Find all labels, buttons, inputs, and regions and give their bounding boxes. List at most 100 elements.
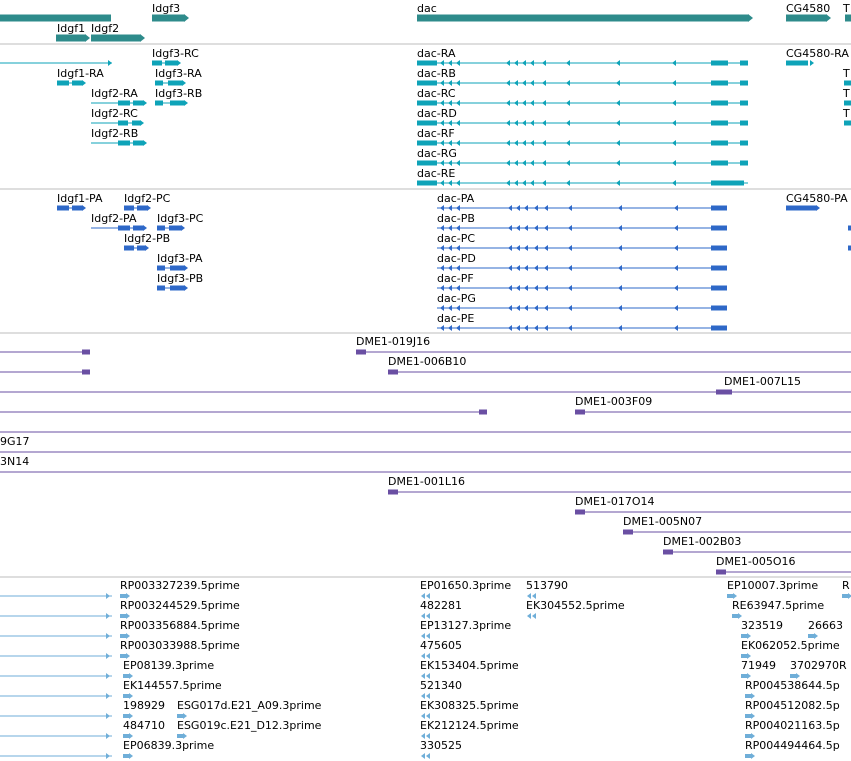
est-3702970R[interactable]: 3702970R bbox=[790, 659, 847, 679]
est-left-line[interactable] bbox=[0, 753, 112, 759]
est-RE63947.5prime[interactable]: RE63947.5prime bbox=[732, 599, 824, 619]
gene-Idgf3[interactable]: Idgf3 bbox=[152, 2, 189, 22]
protein-Idgf3-PA[interactable]: Idgf3-PA bbox=[157, 252, 203, 271]
est-482281[interactable]: 482281 bbox=[420, 599, 462, 619]
transcript-CG4580-RA[interactable]: CG4580-RA bbox=[786, 47, 849, 66]
clone-DME1-006B10[interactable]: DME1-006B10 bbox=[388, 355, 851, 375]
protein-Idgf2-PC[interactable]: Idgf2-PC bbox=[124, 192, 171, 211]
gene-partial-left[interactable] bbox=[0, 14, 111, 22]
est-EP06839.3prime[interactable]: EP06839.3prime bbox=[123, 739, 214, 759]
est-323519[interactable]: 323519 bbox=[741, 619, 783, 639]
clone-DME1-002B03[interactable]: DME1-002B03 bbox=[663, 535, 851, 555]
protein-Idgf1-PA[interactable]: Idgf1-PA bbox=[57, 192, 103, 211]
clone-DME1-007L15[interactable]: DME1-007L15 bbox=[716, 375, 851, 395]
est-EP10007.3prime[interactable]: EP10007.3prime bbox=[727, 579, 818, 599]
transcript-partial-left[interactable] bbox=[0, 60, 112, 66]
est-EP08139.3prime[interactable]: EP08139.3prime bbox=[123, 659, 214, 679]
est-71949[interactable]: 71949 bbox=[741, 659, 776, 679]
est-RP004494464.5p[interactable]: RP004494464.5p bbox=[745, 739, 840, 759]
gene-dac[interactable]: dac bbox=[417, 2, 753, 22]
clone-DME1-005N07[interactable]: DME1-005N07 bbox=[623, 515, 851, 535]
protein-Idgf3-PC[interactable]: Idgf3-PC bbox=[157, 212, 204, 231]
est-EK212124.5prime[interactable]: EK212124.5prime bbox=[420, 719, 519, 739]
est-RP003356884.5prime[interactable]: RP003356884.5prime bbox=[120, 619, 240, 639]
est-RP003327239.5prime[interactable]: RP003327239.5prime bbox=[120, 579, 240, 599]
clone-DME1-005O16[interactable]: DME1-005O16 bbox=[716, 555, 851, 575]
gene-Idgf1[interactable]: Idgf1 bbox=[56, 22, 90, 42]
protein-truncated-right[interactable] bbox=[848, 245, 851, 251]
est-484710[interactable]: 484710 bbox=[123, 719, 165, 739]
protein-dac-PG[interactable]: dac-PG bbox=[437, 292, 727, 311]
gene-CG4580[interactable]: CG4580 bbox=[786, 2, 831, 22]
clone-DME1-019J16[interactable]: DME1-019J16 bbox=[356, 335, 851, 355]
protein-dac-PB[interactable]: dac-PB bbox=[437, 212, 727, 231]
est-RP003033988.5prime[interactable]: RP003033988.5prime bbox=[120, 639, 240, 659]
transcript-dac-RB[interactable]: dac-RB bbox=[417, 67, 748, 86]
transcript-Idgf2-RC[interactable]: Idgf2-RC bbox=[91, 107, 144, 126]
est-EK308325.5prime[interactable]: EK308325.5prime bbox=[420, 699, 519, 719]
transcript-dac-RF[interactable]: dac-RF bbox=[417, 127, 748, 146]
clone-9G17[interactable]: 9G17 bbox=[0, 435, 30, 448]
est-RP004512082.5p[interactable]: RP004512082.5p bbox=[745, 699, 840, 719]
gene-T[interactable]: T bbox=[842, 2, 851, 22]
est-EP01650.3prime[interactable]: EP01650.3prime bbox=[420, 579, 511, 599]
est-left-line[interactable] bbox=[0, 673, 112, 679]
est-left-line[interactable] bbox=[0, 653, 112, 659]
est-198929[interactable]: 198929 bbox=[123, 699, 165, 719]
est-R[interactable]: R bbox=[842, 579, 851, 599]
transcript-Idgf3-RA[interactable]: Idgf3-RA bbox=[155, 67, 202, 86]
est-RP003244529.5prime[interactable]: RP003244529.5prime bbox=[120, 599, 240, 619]
est-EK062052.5prime[interactable]: EK062052.5prime bbox=[741, 639, 840, 659]
est-EK153404.5prime[interactable]: EK153404.5prime bbox=[420, 659, 519, 679]
transcript-dac-RG[interactable]: dac-RG bbox=[417, 147, 748, 166]
est-EK144557.5prime[interactable]: EK144557.5prime bbox=[123, 679, 222, 699]
protein-dac-PD[interactable]: dac-PD bbox=[437, 252, 727, 271]
est-RP004021163.5p[interactable]: RP004021163.5p bbox=[745, 719, 840, 739]
transcript-Idgf3-RB[interactable]: Idgf3-RB bbox=[155, 87, 202, 106]
est-left-line[interactable] bbox=[0, 613, 112, 619]
protein-dac-PC[interactable]: dac-PC bbox=[437, 232, 727, 251]
transcript-dac-RE[interactable]: dac-RE bbox=[417, 167, 748, 186]
transcript-Idgf2-RB[interactable]: Idgf2-RB bbox=[91, 127, 147, 146]
transcript-T[interactable]: T bbox=[842, 87, 851, 106]
transcript-dac-RA[interactable]: dac-RA bbox=[417, 47, 748, 66]
est-left-line[interactable] bbox=[0, 733, 112, 739]
est-RP004538644.5p[interactable]: RP004538644.5p bbox=[745, 679, 840, 699]
transcript-T[interactable]: T bbox=[842, 107, 851, 126]
protein-dac-PA[interactable]: dac-PA bbox=[437, 192, 727, 211]
gene-Idgf2[interactable]: Idgf2 bbox=[91, 22, 145, 42]
protein-dac-PF[interactable]: dac-PF bbox=[437, 272, 727, 291]
protein-Idgf3-PB[interactable]: Idgf3-PB bbox=[157, 272, 203, 291]
est-513790[interactable]: 513790 bbox=[526, 579, 568, 599]
protein-dac-PE[interactable]: dac-PE bbox=[437, 312, 727, 331]
clone-line[interactable] bbox=[0, 409, 487, 415]
clone-line[interactable] bbox=[0, 349, 90, 355]
est-EK304552.5prime[interactable]: EK304552.5prime bbox=[526, 599, 625, 619]
est-left-line[interactable] bbox=[0, 693, 112, 699]
transcript-Idgf2-RA[interactable]: Idgf2-RA bbox=[91, 87, 147, 106]
transcript-dac-RC[interactable]: dac-RC bbox=[417, 87, 748, 106]
clone-DME1-001L16[interactable]: DME1-001L16 bbox=[388, 475, 851, 495]
transcript-Idgf1-RA[interactable]: Idgf1-RA bbox=[57, 67, 104, 86]
est-left-line[interactable] bbox=[0, 713, 112, 719]
clone-3N14[interactable]: 3N14 bbox=[0, 455, 29, 468]
est-EP13127.3prime[interactable]: EP13127.3prime bbox=[420, 619, 511, 639]
transcript-T[interactable]: T bbox=[842, 67, 851, 86]
est-26663[interactable]: 26663 bbox=[808, 619, 843, 639]
transcript-Idgf3-RC[interactable]: Idgf3-RC bbox=[152, 47, 199, 66]
est-521340[interactable]: 521340 bbox=[420, 679, 462, 699]
est-left-line[interactable] bbox=[0, 593, 112, 599]
protein-CG4580-PA[interactable]: CG4580-PA bbox=[786, 192, 848, 211]
est-330525[interactable]: 330525 bbox=[420, 739, 462, 759]
protein-truncated-right[interactable] bbox=[848, 225, 851, 231]
protein-Idgf2-PA[interactable]: Idgf2-PA bbox=[91, 212, 147, 231]
transcript-dac-RD[interactable]: dac-RD bbox=[417, 107, 748, 126]
clone-line[interactable] bbox=[0, 369, 90, 375]
clone-DME1-003F09[interactable]: DME1-003F09 bbox=[575, 395, 851, 415]
protein-Idgf2-PB[interactable]: Idgf2-PB bbox=[124, 232, 170, 251]
est-ESG019c.E21_D12.3prime[interactable]: ESG019c.E21_D12.3prime bbox=[177, 719, 322, 739]
est-left-line[interactable] bbox=[0, 633, 112, 639]
est-ESG017d.E21_A09.3prime[interactable]: ESG017d.E21_A09.3prime bbox=[177, 699, 322, 719]
clone-DME1-017O14[interactable]: DME1-017O14 bbox=[575, 495, 851, 515]
est-475605[interactable]: 475605 bbox=[420, 639, 462, 659]
